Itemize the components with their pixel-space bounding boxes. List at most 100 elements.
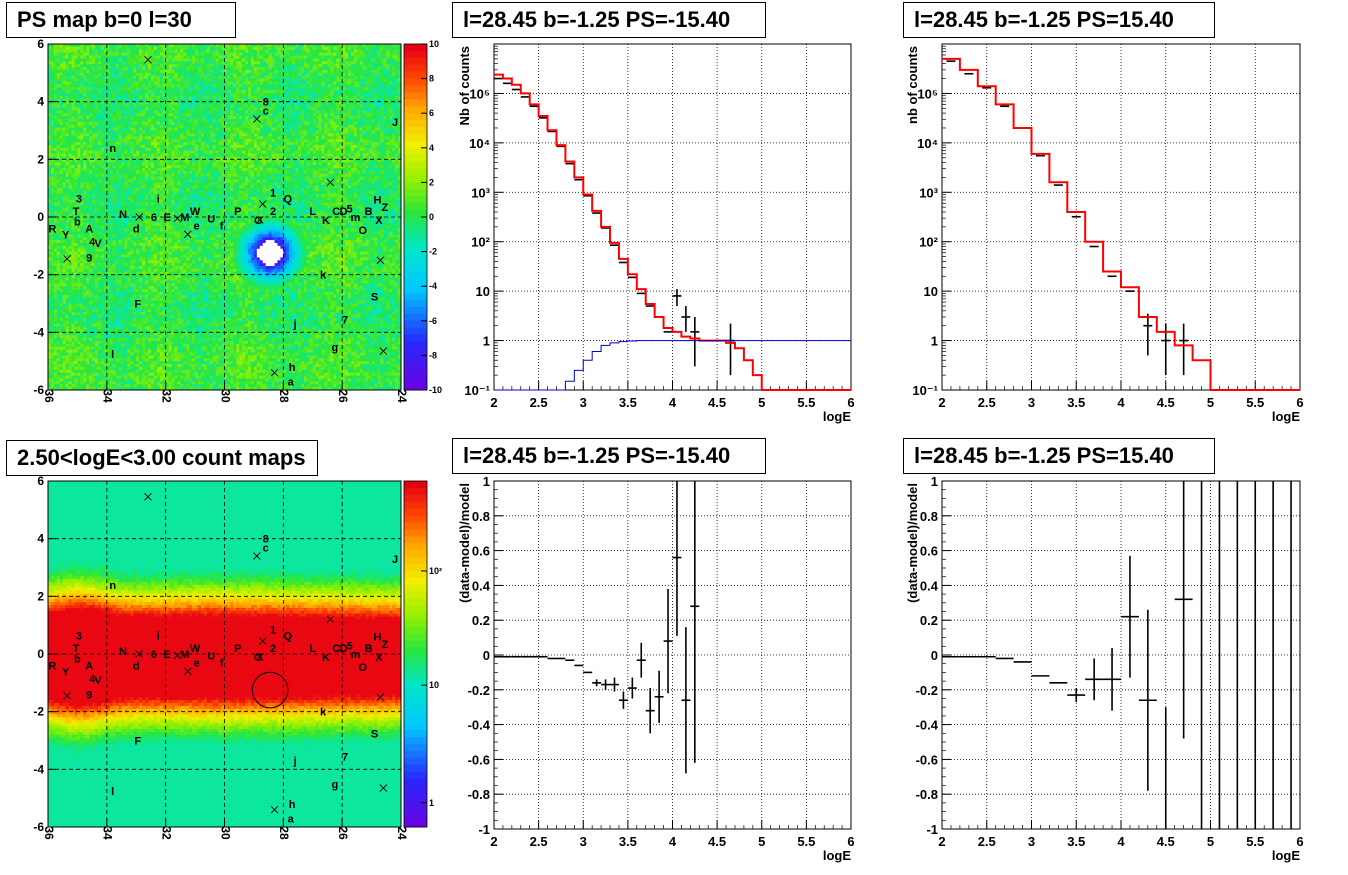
source-label: O [358, 225, 367, 237]
y-tick-label: 6 [37, 37, 44, 51]
x-tick-label: 5.5 [797, 834, 815, 849]
source-label: E [163, 649, 170, 661]
y-tick-label: -0.6 [916, 752, 938, 767]
source-label: b [74, 653, 81, 665]
x-tick-label: 4.5 [1157, 395, 1175, 410]
source-label: m [351, 212, 361, 224]
source-label: i [157, 630, 160, 642]
y-tick-label: 10³ [919, 185, 938, 200]
y-tick-label: 10⁴ [917, 136, 938, 151]
colorbar-tick-label: 10 [429, 39, 439, 49]
y-tick-label: -0.4 [468, 718, 491, 733]
y-tick-label: 1 [931, 474, 938, 489]
source-label: W [190, 643, 201, 655]
source-label: U [207, 213, 215, 225]
y-tick-label: 10² [919, 235, 938, 250]
source-cross-marker [63, 254, 71, 263]
source-cross-marker [173, 651, 182, 660]
x-tick-label: 5 [1207, 834, 1214, 849]
source-label: M [180, 212, 189, 224]
y-tick-label: 10⁵ [469, 86, 490, 101]
source-label: P [234, 206, 241, 218]
plot-resid_pos: 2 2.5 3 3.5 4 4.5 5 5.5 6 -1 -0.8 -0.6 -0.4 -0.2 0 0.2 0… [905, 474, 1304, 863]
source-cross-marker [253, 115, 261, 123]
y-tick-label: -0.8 [468, 787, 490, 802]
source-label: H [373, 632, 381, 644]
colorbar-tick-label: 10² [429, 566, 442, 576]
resid-neg-title: l=28.45 b=-1.25 PS=-15.40 [452, 438, 766, 474]
x-tick-label: 4 [1117, 834, 1125, 849]
colorbar-frame [403, 480, 428, 828]
source-label: 9 [86, 252, 92, 264]
source-label: T [73, 206, 80, 218]
source-label: 1 [270, 187, 276, 199]
y-tick-label: 0 [37, 647, 44, 661]
x-tick-label: 6 [1296, 395, 1303, 410]
source-label: 2 [270, 206, 276, 218]
source-label: R [48, 661, 56, 673]
y-tick-label: 6 [37, 474, 44, 488]
source-label: K [322, 652, 330, 664]
colorbar-tick-label: -10 [429, 385, 442, 395]
x-tick-label: 34 [101, 826, 115, 840]
y-tick-label: 10 [476, 284, 490, 299]
y-tick-label: 0 [483, 648, 490, 663]
source-label: 2 [270, 643, 276, 655]
source-cross-marker [144, 493, 152, 501]
x-axis-label: logE [1272, 848, 1300, 863]
source-label: f [220, 221, 224, 233]
x-tick-label: 2.5 [978, 395, 996, 410]
source-label: Q [283, 630, 292, 642]
source-label: 7 [342, 314, 348, 326]
source-label: Z [381, 202, 388, 214]
resid-pos-title: l=28.45 b=-1.25 PS=15.40 [903, 438, 1215, 474]
source-cross-marker [376, 693, 385, 702]
source-label: W [190, 206, 201, 218]
y-tick-label: 0.4 [920, 578, 939, 593]
x-tick-label: 4 [1117, 395, 1125, 410]
source-label: 5 [346, 640, 352, 652]
x-tick-label: 3.5 [1067, 834, 1085, 849]
y-tick-label: -1 [926, 822, 938, 837]
source-label: j [293, 319, 297, 331]
source-cross-marker [270, 368, 279, 377]
x-tick-label: 4 [669, 395, 677, 410]
ps-map-title: PS map b=0 l=30 [6, 2, 236, 38]
y-tick-label: 10³ [471, 185, 490, 200]
source-label: T [73, 643, 80, 655]
count-map-title: 2.50<logE<3.00 count maps [6, 440, 318, 476]
plot-resid_neg: 2 2.5 3 3.5 4 4.5 5 5.5 6 -1 -0.8 -0.6 -0.4 -0.2 0 0.2 0… [457, 474, 855, 863]
x-tick-label: 6 [847, 834, 854, 849]
x-tick-label: 4.5 [708, 395, 726, 410]
source-cross-marker [135, 213, 144, 221]
source-label: 3 [76, 193, 82, 205]
source-label: F [134, 736, 141, 748]
source-label: Z [381, 639, 388, 651]
x-tick-label: 5.5 [797, 395, 815, 410]
source-cross-marker [270, 805, 279, 814]
source-label: O [358, 662, 367, 674]
source-cross-marker [255, 216, 264, 224]
source-label: L [309, 206, 316, 218]
y-tick-label: 0.2 [472, 613, 490, 628]
x-tick-label: 2 [490, 834, 497, 849]
source-label: k [320, 270, 327, 282]
colorbar-tick-label: 2 [429, 177, 434, 187]
source-label: B [365, 206, 373, 218]
x-tick-label: 4.5 [1157, 834, 1175, 849]
y-tick-label: 10⁻¹ [912, 383, 938, 398]
y-tick-label: 0.6 [472, 544, 490, 559]
source-label: e [193, 658, 199, 670]
x-axis-label: logE [1272, 409, 1300, 424]
source-label: f [220, 658, 224, 670]
colorbar-tick-label: -8 [429, 350, 437, 360]
y-tick-label: 10⁻¹ [464, 383, 490, 398]
source-label: N [119, 209, 127, 221]
source-label: 6 [151, 212, 157, 224]
source-label: A [85, 224, 93, 236]
source-label: P [234, 643, 241, 655]
y-tick-label: 0 [931, 648, 938, 663]
source-label: H [373, 195, 381, 207]
source-label: K [322, 215, 330, 227]
spec-neg-title: l=28.45 b=-1.25 PS=-15.40 [452, 2, 766, 38]
